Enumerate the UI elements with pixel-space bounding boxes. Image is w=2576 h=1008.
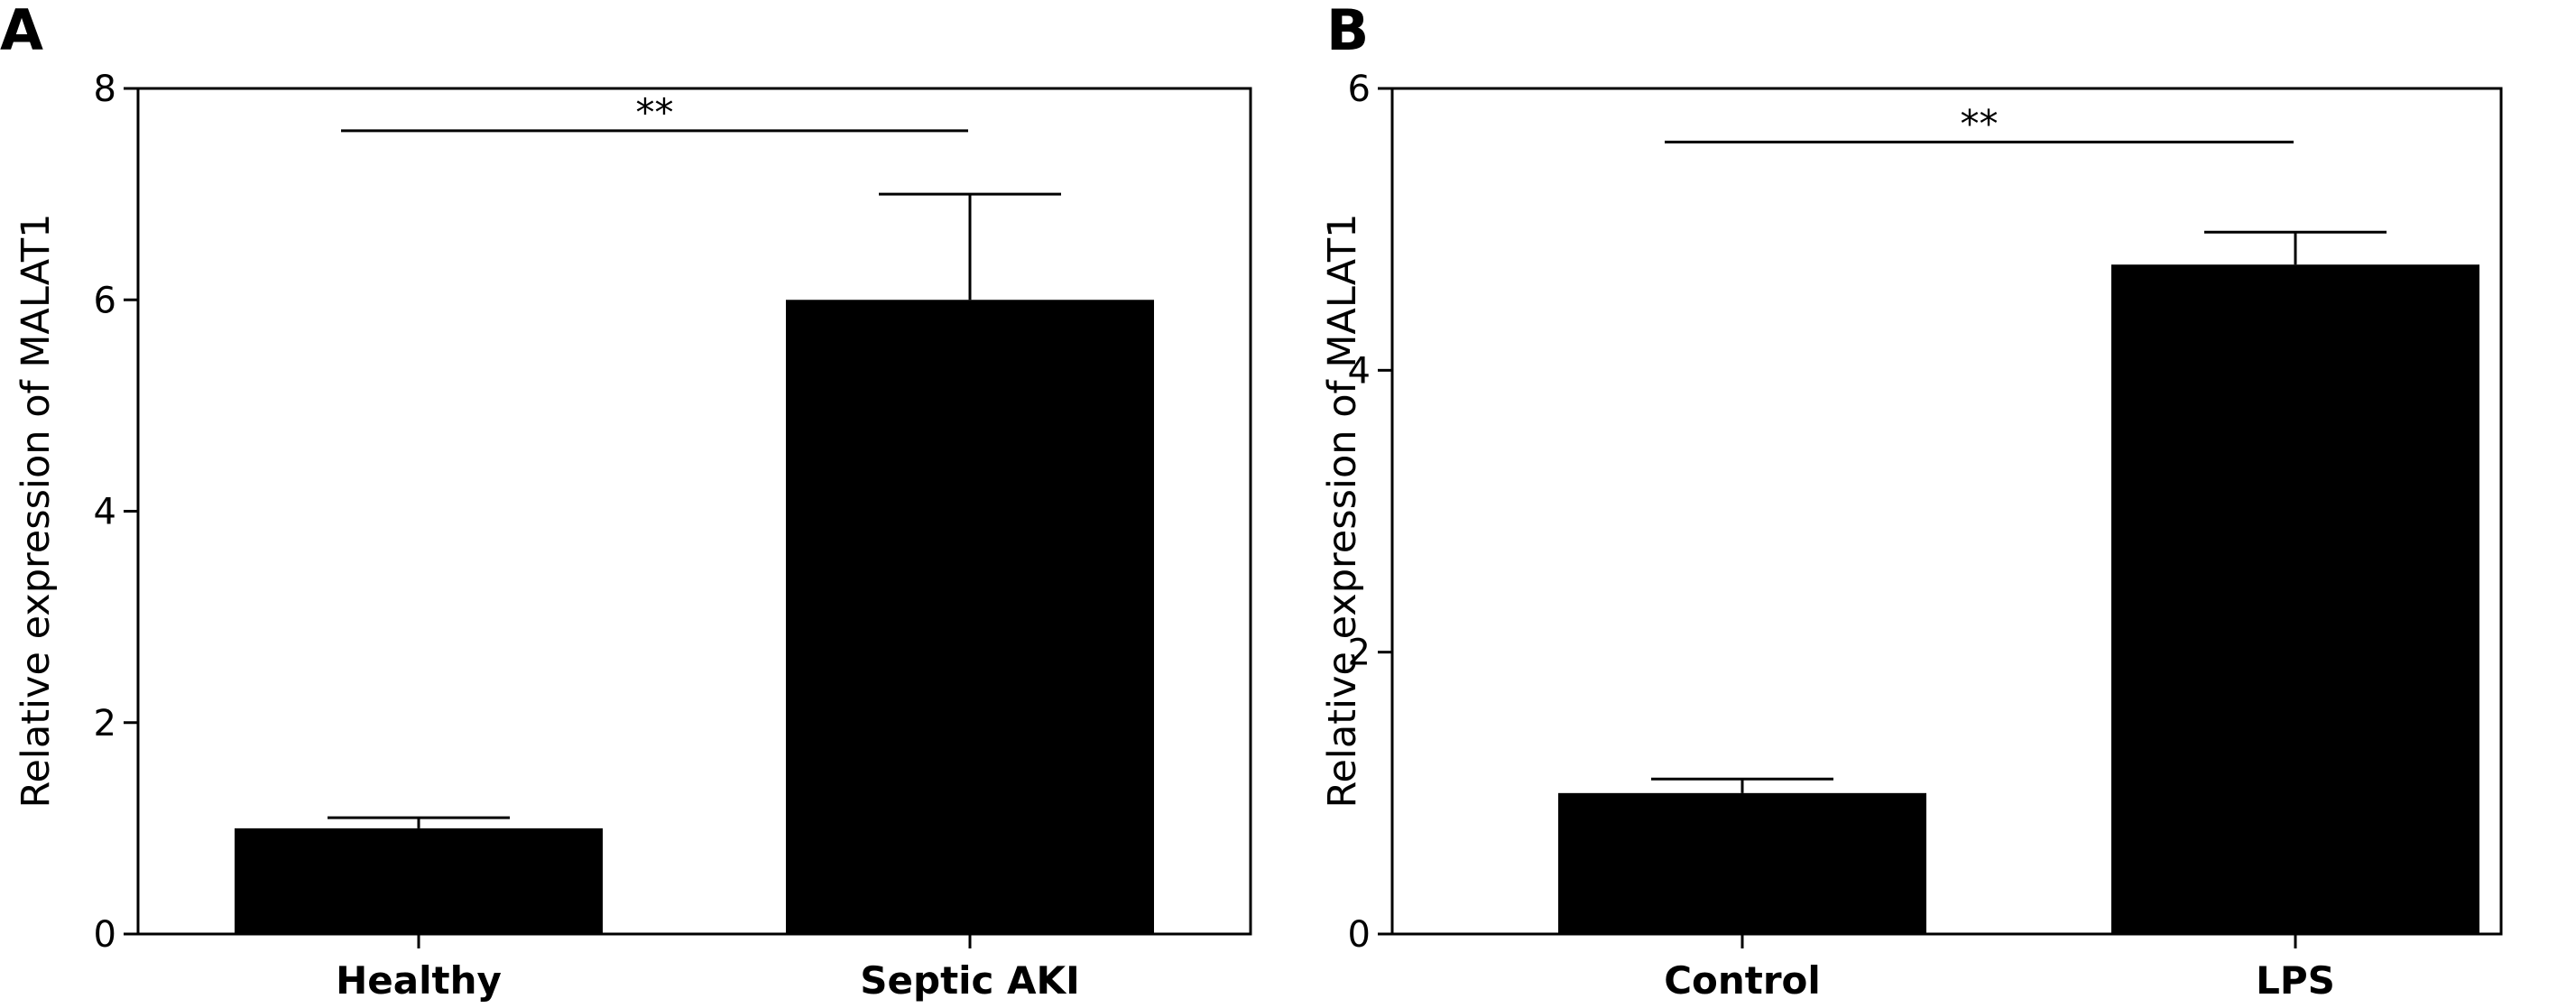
x-category-label: LPS [2256, 958, 2335, 1003]
y-axis-title: Relative expression of MALAT1 [1320, 214, 1365, 809]
y-axis-title: Relative expression of MALAT1 [14, 214, 59, 809]
panel-label: B [1326, 0, 1369, 63]
y-tick-label: 4 [94, 492, 116, 533]
panel-a: A 0 2 4 6 8 Relative expression of MALAT1 Healt… [0, 0, 1252, 1003]
x-category-label: Septic AKI [860, 958, 1079, 1003]
bar-lps [2111, 264, 2479, 934]
bar-healthy [235, 828, 603, 934]
y-tick-label: 0 [1348, 914, 1371, 956]
y-tick-label: 2 [1348, 633, 1371, 674]
y-tick-label: 6 [1348, 69, 1371, 110]
y-tick-label: 6 [94, 280, 116, 321]
y-tick-label: 4 [1348, 350, 1371, 392]
panel-b: B 0 2 4 6 Relative expression of MALAT1 Contro… [1320, 0, 2503, 1003]
plot-frame [1390, 87, 2503, 936]
bar-septic-aki [786, 300, 1154, 934]
x-category-label: Healthy [336, 958, 502, 1003]
y-tick-label: 0 [94, 914, 116, 956]
panel-label: A [0, 0, 43, 63]
bar-control [1558, 792, 1926, 934]
y-tick-label: 8 [94, 69, 116, 110]
y-tick-label: 2 [94, 703, 116, 744]
significance-label: ** [1961, 101, 1999, 145]
x-category-label: Control [1664, 958, 1821, 1003]
significance-label: ** [636, 90, 674, 134]
